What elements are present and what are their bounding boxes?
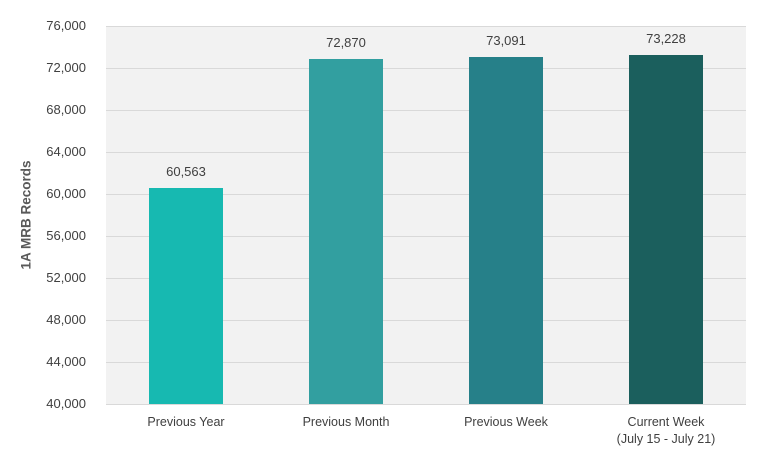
bar-previous-year [149,188,223,404]
y-tick-label: 72,000 [46,60,86,75]
y-tick-label: 52,000 [46,270,86,285]
y-tick-label: 76,000 [46,18,86,33]
bar-previous-month [309,58,383,404]
gridline [106,194,746,195]
y-tick-label: 64,000 [46,144,86,159]
bar-value-label: 60,563 [166,164,206,180]
gridline [106,362,746,363]
x-tick-label-line: Current Week [627,415,705,429]
y-tick-label: 40,000 [46,396,86,411]
bar-value-label: 72,870 [326,34,366,50]
x-tick-label-line: Previous Month [302,415,390,429]
x-tick-label-line: Previous Year [147,415,225,429]
gridline [106,236,746,237]
y-tick-label: 60,000 [46,186,86,201]
y-axis-title: 1A MRB Records [18,160,34,270]
gridline [106,68,746,69]
x-tick-label-line: Previous Week [464,415,548,429]
gridline [106,26,746,27]
y-tick-label: 56,000 [46,228,86,243]
x-tick-label: Previous Month [266,414,426,431]
gridline [106,110,746,111]
x-tick-label: Previous Year [106,414,266,431]
y-tick-label: 48,000 [46,312,86,327]
y-tick-label: 68,000 [46,102,86,117]
gridline [106,320,746,321]
gridline [106,152,746,153]
x-tick-label: Current Week (July 15 - July 21) [586,414,746,448]
gridline [106,278,746,279]
gridline [106,404,746,405]
bar-current-week-july-15-july-21 [629,55,703,404]
x-tick-label: Previous Week [426,414,586,431]
bar-value-label: 73,091 [486,32,526,48]
y-tick-label: 44,000 [46,354,86,369]
x-tick-label-line: (July 15 - July 21) [616,432,716,446]
bar-previous-week [469,56,543,404]
bar-value-label: 73,228 [646,31,686,47]
